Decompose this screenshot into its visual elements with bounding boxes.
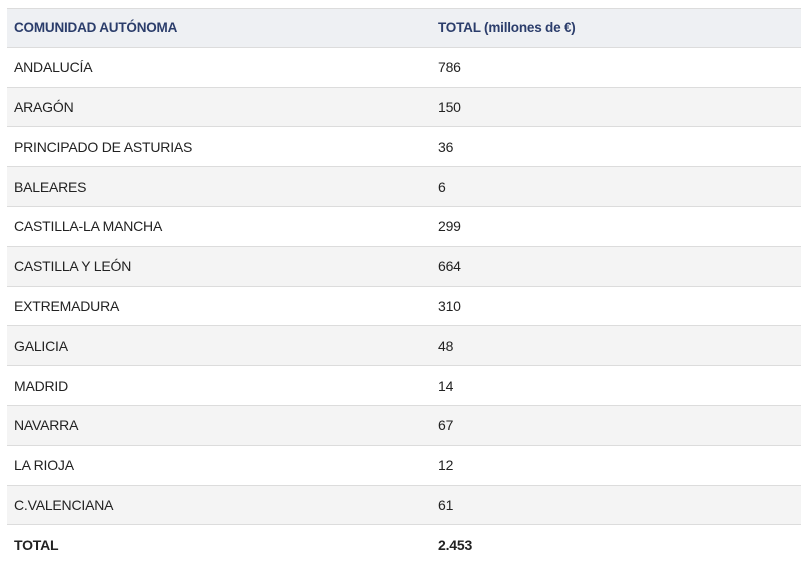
table-row: BALEARES 6	[7, 167, 801, 207]
table-row: C.VALENCIANA 61	[7, 485, 801, 526]
table-cell: 150	[438, 98, 461, 115]
total-row: TOTAL 2.453	[7, 525, 801, 565]
table-cell: ARAGÓN	[14, 98, 74, 115]
table-cell: 61	[438, 496, 454, 513]
table-cell: LA RIOJA	[14, 457, 74, 474]
table-cell: NAVARRA	[14, 417, 79, 434]
header-row: COMUNIDAD AUTÓNOMA TOTAL (millones de €)	[7, 8, 801, 48]
table-cell: 36	[438, 138, 454, 155]
table-cell: PRINCIPADO DE ASTURIAS	[14, 138, 193, 155]
table-cell: CASTILLA-LA MANCHA	[14, 218, 163, 235]
table-cell: 67	[438, 417, 454, 434]
table-row: ANDALUCÍA 786	[7, 48, 801, 88]
table-row: LA RIOJA 12	[7, 446, 801, 486]
table-cell: 299	[438, 218, 461, 235]
table: COMUNIDAD AUTÓNOMA TOTAL (millones de €)…	[7, 8, 801, 565]
table-cell: 664	[438, 258, 461, 275]
table-cell: 310	[438, 297, 461, 314]
table-cell: ANDALUCÍA	[14, 59, 93, 76]
table-cell: 14	[438, 377, 454, 394]
total-cell: 2.453	[438, 537, 473, 554]
table-cell: 6	[438, 178, 446, 195]
table-cell: C.VALENCIANA	[14, 496, 114, 513]
table-row: EXTREMADURA 310	[7, 287, 801, 327]
table-cell: EXTREMADURA	[14, 297, 120, 314]
table-cell: 12	[438, 457, 454, 474]
table-cell: MADRID	[14, 377, 69, 394]
table-row: PRINCIPADO DE ASTURIAS 36	[7, 127, 801, 168]
header-cell: COMUNIDAD AUTÓNOMA	[14, 20, 178, 36]
table-cell: 48	[438, 337, 454, 354]
table-cell: BALEARES	[14, 178, 87, 195]
table-row: GALICIA 48	[7, 326, 801, 367]
total-cell: TOTAL	[14, 537, 59, 554]
table-cell: GALICIA	[14, 337, 68, 354]
table-row: NAVARRA 67	[7, 405, 801, 446]
table-row: CASTILLA Y LEÓN 664	[7, 246, 801, 287]
table-cell: 786	[438, 59, 461, 76]
table-row: CASTILLA-LA MANCHA 299	[7, 207, 801, 247]
table-row: ARAGÓN 150	[7, 87, 801, 128]
table-row: MADRID 14	[7, 366, 801, 406]
header-cell: TOTAL (millones de €)	[438, 20, 576, 36]
table-cell: CASTILLA Y LEÓN	[14, 258, 132, 275]
